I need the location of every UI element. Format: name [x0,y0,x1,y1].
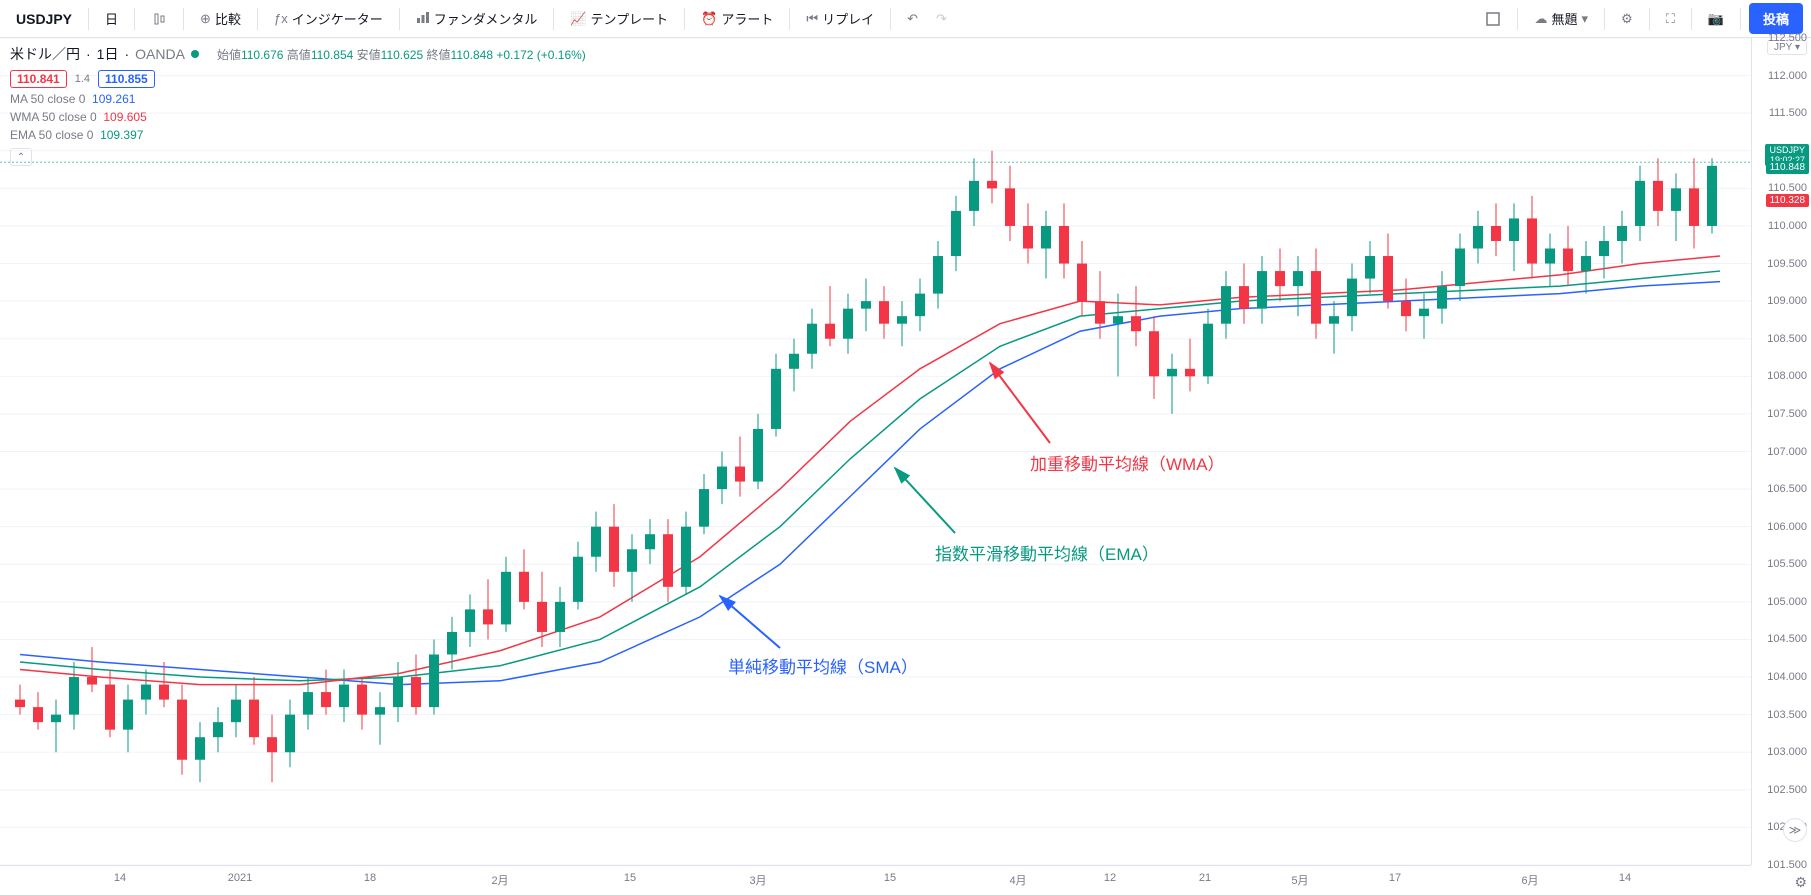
spread: 1.4 [75,73,90,85]
candle-style-button[interactable] [143,7,175,31]
replay-button[interactable]: ⏮リプレイ [798,5,882,32]
interval-button[interactable]: 日 [97,5,126,32]
y-axis[interactable]: JPY ▾ 101.500102.000102.500103.000103.50… [1751,38,1811,865]
layout-button[interactable] [1477,7,1509,31]
redo-button[interactable]: ↷ [928,7,955,31]
sma-annotation: 単純移動平均線（SMA） [728,653,918,678]
fullscreen-icon[interactable]: ⛶ [1658,7,1683,31]
chart-legend: 米ドル／円 · 1日 · OANDA 始値110.676 高値110.854 安… [10,44,586,166]
indicators-button[interactable]: ƒxインジケーター [266,5,391,32]
top-toolbar: USDJPY 日 ⊕比較 ƒxインジケーター ファンダメンタル 📈テンプレート … [0,0,1811,38]
template-button[interactable]: 📈テンプレート [562,5,676,32]
fundamental-button[interactable]: ファンダメンタル [408,5,546,32]
post-button[interactable]: 投稿 [1749,3,1803,34]
collapse-legend[interactable]: ⌃ [10,148,32,166]
provider-label: OANDA [135,46,185,62]
ask-price[interactable]: 110.855 [98,70,155,88]
settings-icon[interactable]: ⚙ [1613,7,1641,31]
pair-label: 米ドル／円 [10,44,80,64]
symbol-button[interactable]: USDJPY [8,7,80,31]
alert-button[interactable]: ⏰アラート [693,5,781,32]
bid-price[interactable]: 110.841 [10,70,67,88]
save-button[interactable]: ☁無題▾ [1526,5,1596,32]
timeframe-label: 1日 [97,44,119,64]
axis-settings-icon[interactable]: ⚙ [1794,874,1807,891]
undo-button[interactable]: ↶ [899,7,926,31]
wma-annotation: 加重移動平均線（WMA） [1030,450,1225,475]
camera-icon[interactable]: 📷 [1700,7,1732,31]
ema-annotation: 指数平滑移動平均線（EMA） [935,540,1159,565]
x-axis[interactable]: ⚙ ≫ 142021182月153月154月12215月176月14 [0,865,1751,895]
compare-button[interactable]: ⊕比較 [192,5,249,32]
status-dot [191,50,199,58]
scroll-right-button[interactable]: ≫ [1783,818,1807,842]
